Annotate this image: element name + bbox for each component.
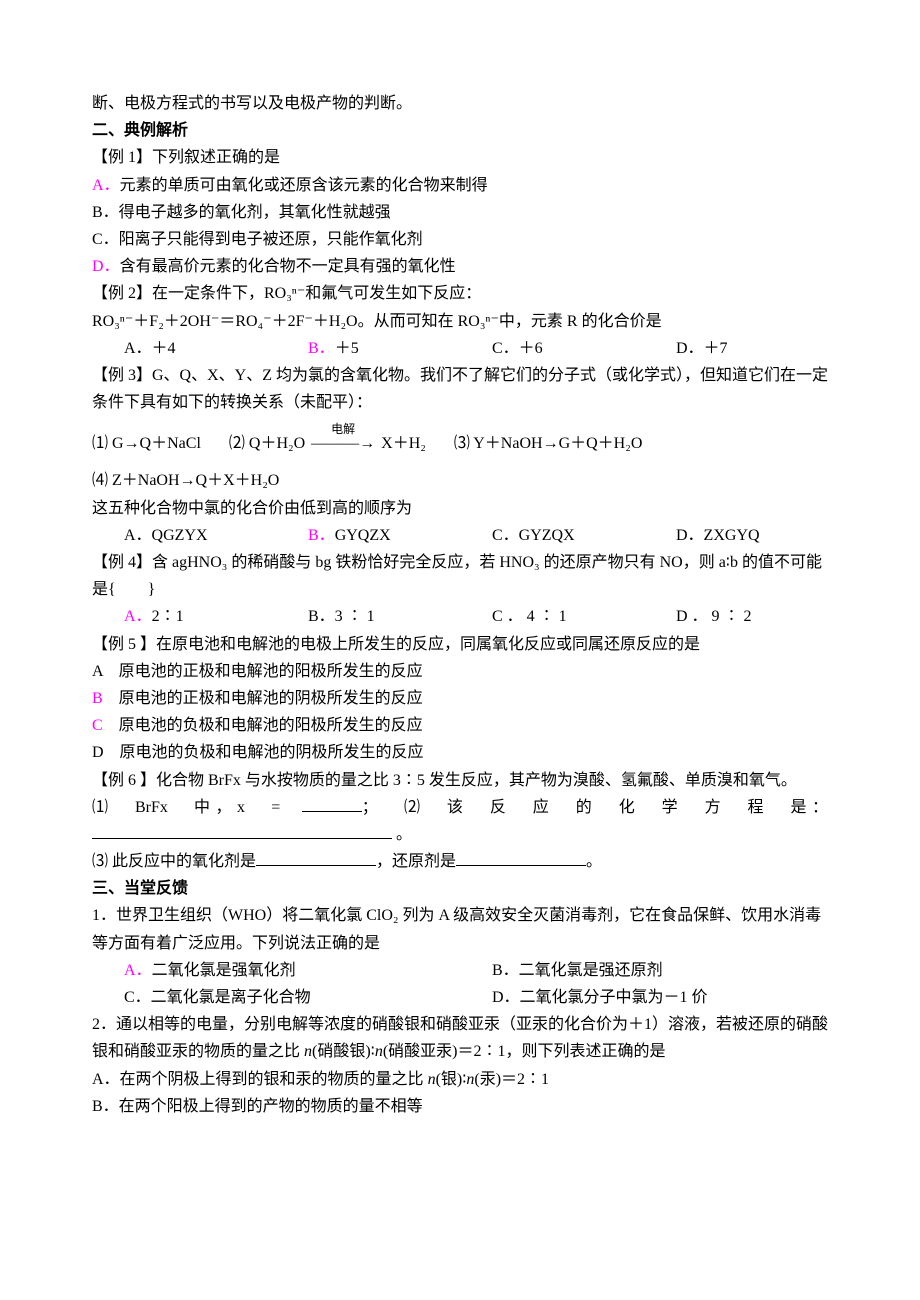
ex3-optB-letter: B． — [308, 527, 335, 544]
ex5-optC-letter: C — [92, 717, 103, 734]
ex1-optC: C．阳离子只能得到电子被还原，只能作氧化剂 — [92, 226, 828, 253]
ex6-q3-tail: 。 — [586, 853, 602, 870]
ex4-optD: D ． 9 ∶ 2 — [676, 603, 860, 630]
fb2-n1: n — [304, 1043, 312, 1060]
ex6-q3-mid: ，还原剂是 — [376, 853, 456, 870]
ex3-question: 这五种化合物中氯的化合价由低到高的顺序为 — [92, 495, 828, 522]
ex1-optD-text: 含有最高价元素的化合物不一定具有强的氧化性 — [120, 258, 456, 275]
ex3-optC: C．GYZQX — [492, 522, 676, 549]
ex3-optB: B．GYQZX — [308, 522, 492, 549]
ex2-optC: C．＋6 — [492, 335, 676, 362]
blank-reducer — [456, 849, 586, 866]
document-page: 断、电极方程式的书写以及电极产物的判断。 二、典例解析 【例 1】下列叙述正确的… — [0, 0, 920, 1300]
fb1-stem: 1．世界卫生组织（WHO）将二氧化氯 ClO₂ 列为 A 级高效安全灭菌消毒剂，… — [92, 902, 828, 956]
ex2-optB-text: ＋5 — [335, 340, 359, 357]
ex3-stem: 【例 3】G、Q、X、Y、Z 均为氯的含氧化物。我们不了解它们的分子式（或化学式… — [92, 362, 828, 416]
ex3-eq2: ⑵ Q＋H₂O 电解———→ X＋H₂ — [229, 430, 426, 457]
fb1-optA-letter: A． — [124, 962, 152, 979]
blank-oxidizer — [256, 849, 376, 866]
blank-equation — [92, 822, 392, 839]
ex3-eq-row1: ⑴ G→Q＋NaCl ⑵ Q＋H₂O 电解———→ X＋H₂ ⑶ Y＋NaOH→… — [92, 430, 828, 457]
fb2-optB: B．在两个阳极上得到的产物的物质的量不相等 — [92, 1093, 828, 1120]
fb1-optA: A．二氧化氯是强氧化剂 — [124, 957, 492, 984]
fb1-optC: C．二氧化氯是离子化合物 — [124, 984, 492, 1011]
ex3-eq4: ⑷ Z＋NaOH→Q＋X＋H₂O — [92, 467, 828, 494]
ex6-q1: ⑴ BrFx 中 ， x = ； ⑵ 该 反 应 的 化 学 方 程 是 ： — [92, 794, 828, 821]
fb2-optA-n1: n — [428, 1071, 436, 1088]
ex6-stem: 【例 6 】化合物 BrFx 与水按物质的量之比 3∶5 发生反应，其产物为溴酸… — [92, 767, 828, 794]
ex3-eq2-arrow: 电解———→ — [309, 430, 377, 457]
ex1-optA-letter: A． — [92, 177, 120, 194]
ex6-q1-tail: 。 — [392, 826, 412, 843]
line-continuation: 断、电极方程式的书写以及电极产物的判断。 — [92, 90, 828, 117]
ex3-eq2-left: ⑵ Q＋H₂O — [229, 435, 309, 452]
section-title-2: 二、典例解析 — [92, 117, 828, 144]
fb2-optA-pre: A．在两个阴极上得到的银和汞的物质的量之比 — [92, 1071, 428, 1088]
ex5-optB: B 原电池的正极和电解池的阴极所发生的反应 — [92, 685, 828, 712]
ex1-optA-text: 元素的单质可由氧化或还原含该元素的化合物来制得 — [120, 177, 488, 194]
fb2-stem-mid1: (硝酸银)∶ — [312, 1043, 375, 1060]
ex4-options: A．2∶1 B．3 ∶ 1 C ． 4 ∶ 1 D ． 9 ∶ 2 — [124, 603, 860, 630]
ex3-optB-text: GYQZX — [335, 527, 391, 544]
ex5-optC-text: 原电池的负极和电解池的阳极所发生的反应 — [103, 717, 423, 734]
ex4-optA-text: 2∶1 — [152, 608, 184, 625]
ex2-optB-letter: B． — [308, 340, 335, 357]
fb1-optD: D．二氧化氯分子中氯为－1 价 — [492, 984, 860, 1011]
ex1-optB: B．得电子越多的氧化剂，其氧化性就越强 — [92, 199, 828, 226]
ex2-stem-l2: RO₃ⁿ⁻＋F₂＋2OH⁻＝RO₄⁻＋2F⁻＋H₂O。从而可知在 RO₃ⁿ⁻中，… — [92, 308, 828, 335]
ex4-stem: 【例 4】含 agHNO₃ 的稀硝酸与 bg 铁粉恰好完全反应，若 HNO₃ 的… — [92, 549, 828, 603]
ex5-optB-text: 原电池的正极和电解池的阴极所发生的反应 — [103, 690, 423, 707]
ex5-optB-letter: B — [92, 690, 103, 707]
ex3-eq2-right: X＋H₂ — [377, 435, 426, 452]
ex3-optD: D．ZXGYQ — [676, 522, 860, 549]
fb1-optB: B．二氧化氯是强还原剂 — [492, 957, 860, 984]
fb2-optA: A．在两个阴极上得到的银和汞的物质的量之比 n(银)∶n(汞)＝2∶1 — [92, 1066, 828, 1093]
ex5-stem: 【例 5 】在原电池和电解池的电极上所发生的反应，同属氧化反应或同属还原反应的是 — [92, 631, 828, 658]
ex2-optB: B．＋5 — [308, 335, 492, 362]
ex2-stem-l1: 【例 2】在一定条件下，RO₃ⁿ⁻和氟气可发生如下反应： — [92, 280, 828, 307]
fb2-stem-post: (硝酸亚汞)＝2∶1，则下列表述正确的是 — [383, 1043, 666, 1060]
fb2-stem: 2．通以相等的电量，分别电解等浓度的硝酸银和硝酸亚汞（亚汞的化合价为＋1）溶液，… — [92, 1011, 828, 1065]
ex4-optB: B．3 ∶ 1 — [308, 603, 492, 630]
ex3-eq2-label: 电解 — [331, 419, 355, 439]
fb1-row2: C．二氧化氯是离子化合物 D．二氧化氯分子中氯为－1 价 — [124, 984, 860, 1011]
ex1-optD: D．含有最高价元素的化合物不一定具有强的氧化性 — [92, 253, 828, 280]
ex3-eq3: ⑶ Y＋NaOH→G＋Q＋H₂O — [454, 430, 643, 457]
ex5-optC: C 原电池的负极和电解池的阳极所发生的反应 — [92, 712, 828, 739]
ex4-optC: C ． 4 ∶ 1 — [492, 603, 676, 630]
section-title-3: 三、当堂反馈 — [92, 875, 828, 902]
ex6-q3: ⑶ 此反应中的氧化剂是 ，还原剂是 。 — [92, 848, 828, 875]
ex2-options: A．＋4 B．＋5 C．＋6 D．＋7 — [124, 335, 860, 362]
blank-x — [302, 795, 362, 812]
ex2-optD: D．＋7 — [676, 335, 860, 362]
fb2-optA-mid: (银)∶ — [436, 1071, 467, 1088]
fb2-n2: n — [375, 1043, 383, 1060]
ex5-optD: D 原电池的负极和电解池的阴极所发生的反应 — [92, 739, 828, 766]
ex2-optA: A．＋4 — [124, 335, 308, 362]
ex5-optA: A 原电池的正极和电解池的阳极所发生的反应 — [92, 658, 828, 685]
ex4-optA: A．2∶1 — [124, 603, 308, 630]
ex4-optA-letter: A． — [124, 608, 152, 625]
fb1-optA-text: 二氧化氯是强氧化剂 — [152, 962, 296, 979]
ex3-optA: A．QGZYX — [124, 522, 308, 549]
ex3-eq1: ⑴ G→Q＋NaCl — [92, 430, 201, 457]
ex1-stem: 【例 1】下列叙述正确的是 — [92, 144, 828, 171]
fb2-optA-post: (汞)＝2∶1 — [474, 1071, 549, 1088]
ex3-options: A．QGZYX B．GYQZX C．GYZQX D．ZXGYQ — [124, 522, 860, 549]
ex6-q3-left: ⑶ 此反应中的氧化剂是 — [92, 853, 256, 870]
ex6-q1-right: ； ⑵ 该 反 应 的 化 学 方 程 是 ： — [362, 799, 828, 816]
ex1-optD-letter: D． — [92, 258, 120, 275]
ex6-q1-left: ⑴ BrFx 中 ， x = — [92, 799, 302, 816]
ex1-optA: A．元素的单质可由氧化或还原含该元素的化合物来制得 — [92, 172, 828, 199]
ex6-q2-line: 。 — [92, 821, 828, 848]
fb1-row1: A．二氧化氯是强氧化剂 B．二氧化氯是强还原剂 — [124, 957, 860, 984]
